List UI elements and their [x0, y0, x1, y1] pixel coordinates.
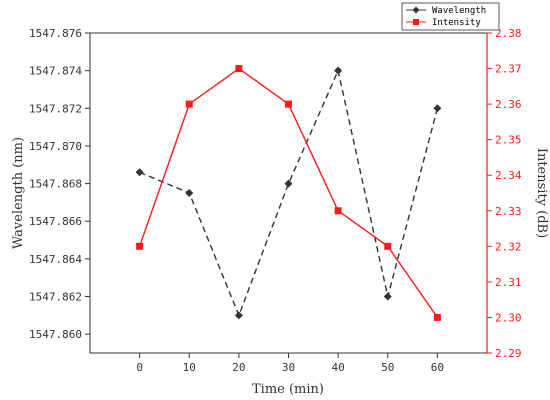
x-tick-label: 0 [136, 361, 143, 374]
left-y-axis-title: Wavelength (nm) [11, 137, 26, 249]
right-y-tick-label: 2.30 [495, 311, 522, 324]
legend-box [401, 2, 500, 31]
left-y-tick-label: 1547.868 [29, 178, 82, 191]
right-y-tick-label: 2.35 [495, 134, 522, 147]
left-y-axis-ticks: 1547.860 1547.862 1547.864 1547.866 1547.868… [29, 27, 90, 341]
x-tick-label: 50 [381, 361, 394, 374]
intensity-point [384, 242, 392, 250]
wavelength-point [334, 66, 343, 75]
left-y-tick-label: 1547.872 [29, 102, 82, 115]
plot-frame [89, 32, 488, 354]
right-y-tick-label: 2.33 [495, 205, 522, 218]
intensity-point [285, 100, 292, 108]
left-y-tick-label: 1547.874 [29, 65, 82, 78]
left-y-tick-label: 1547.862 [29, 291, 82, 304]
x-axis-ticks: 0 10 20 30 40 50 60 [136, 353, 444, 374]
legend-wavelength-label: Wavelength [432, 6, 486, 16]
right-y-tick-label: 2.34 [495, 169, 522, 182]
wavelength-point [383, 292, 392, 301]
intensity-point [185, 100, 193, 108]
right-y-axis-ticks: 2.29 2.30 2.31 2.32 2.33 2.34 2.35 2.36 2.37 2.38 [487, 27, 522, 360]
wavelength-point [284, 179, 293, 188]
x-tick-label: 10 [183, 361, 196, 374]
wavelength-point [433, 104, 442, 113]
right-y-tick-label: 2.32 [495, 240, 522, 253]
left-y-tick-label: 1547.870 [29, 140, 82, 153]
intensity-point [334, 207, 342, 215]
x-tick-label: 60 [431, 361, 444, 374]
series-layer [135, 65, 442, 321]
left-y-tick-label: 1547.864 [29, 253, 82, 266]
right-y-tick-label: 2.37 [495, 63, 522, 76]
wavelength-point [234, 311, 243, 320]
legend-wavelength-marker [412, 6, 420, 14]
right-y-axis-title: Intensity (dB) [534, 148, 549, 238]
right-y-tick-label: 2.38 [495, 27, 522, 40]
right-y-tick-label: 2.36 [495, 98, 522, 111]
intensity-point [235, 65, 243, 73]
legend: Wavelength Intensity [401, 2, 500, 31]
wavelength-point [185, 189, 194, 197]
intensity-point [136, 242, 144, 250]
legend-intensity-marker [413, 19, 419, 25]
x-tick-label: 20 [232, 361, 245, 374]
left-y-tick-label: 1547.866 [29, 215, 82, 228]
wavelength-point [135, 168, 144, 177]
x-tick-label: 40 [332, 361, 345, 374]
left-y-tick-label: 1547.860 [29, 328, 82, 341]
right-y-tick-label: 2.29 [495, 347, 522, 360]
x-tick-label: 30 [282, 361, 295, 374]
intensity-point [433, 313, 441, 321]
x-axis-title: Time (min) [252, 382, 324, 397]
right-y-tick-label: 2.31 [495, 276, 522, 289]
legend-intensity-label: Intensity [432, 18, 481, 28]
left-y-tick-label: 1547.876 [29, 27, 82, 40]
